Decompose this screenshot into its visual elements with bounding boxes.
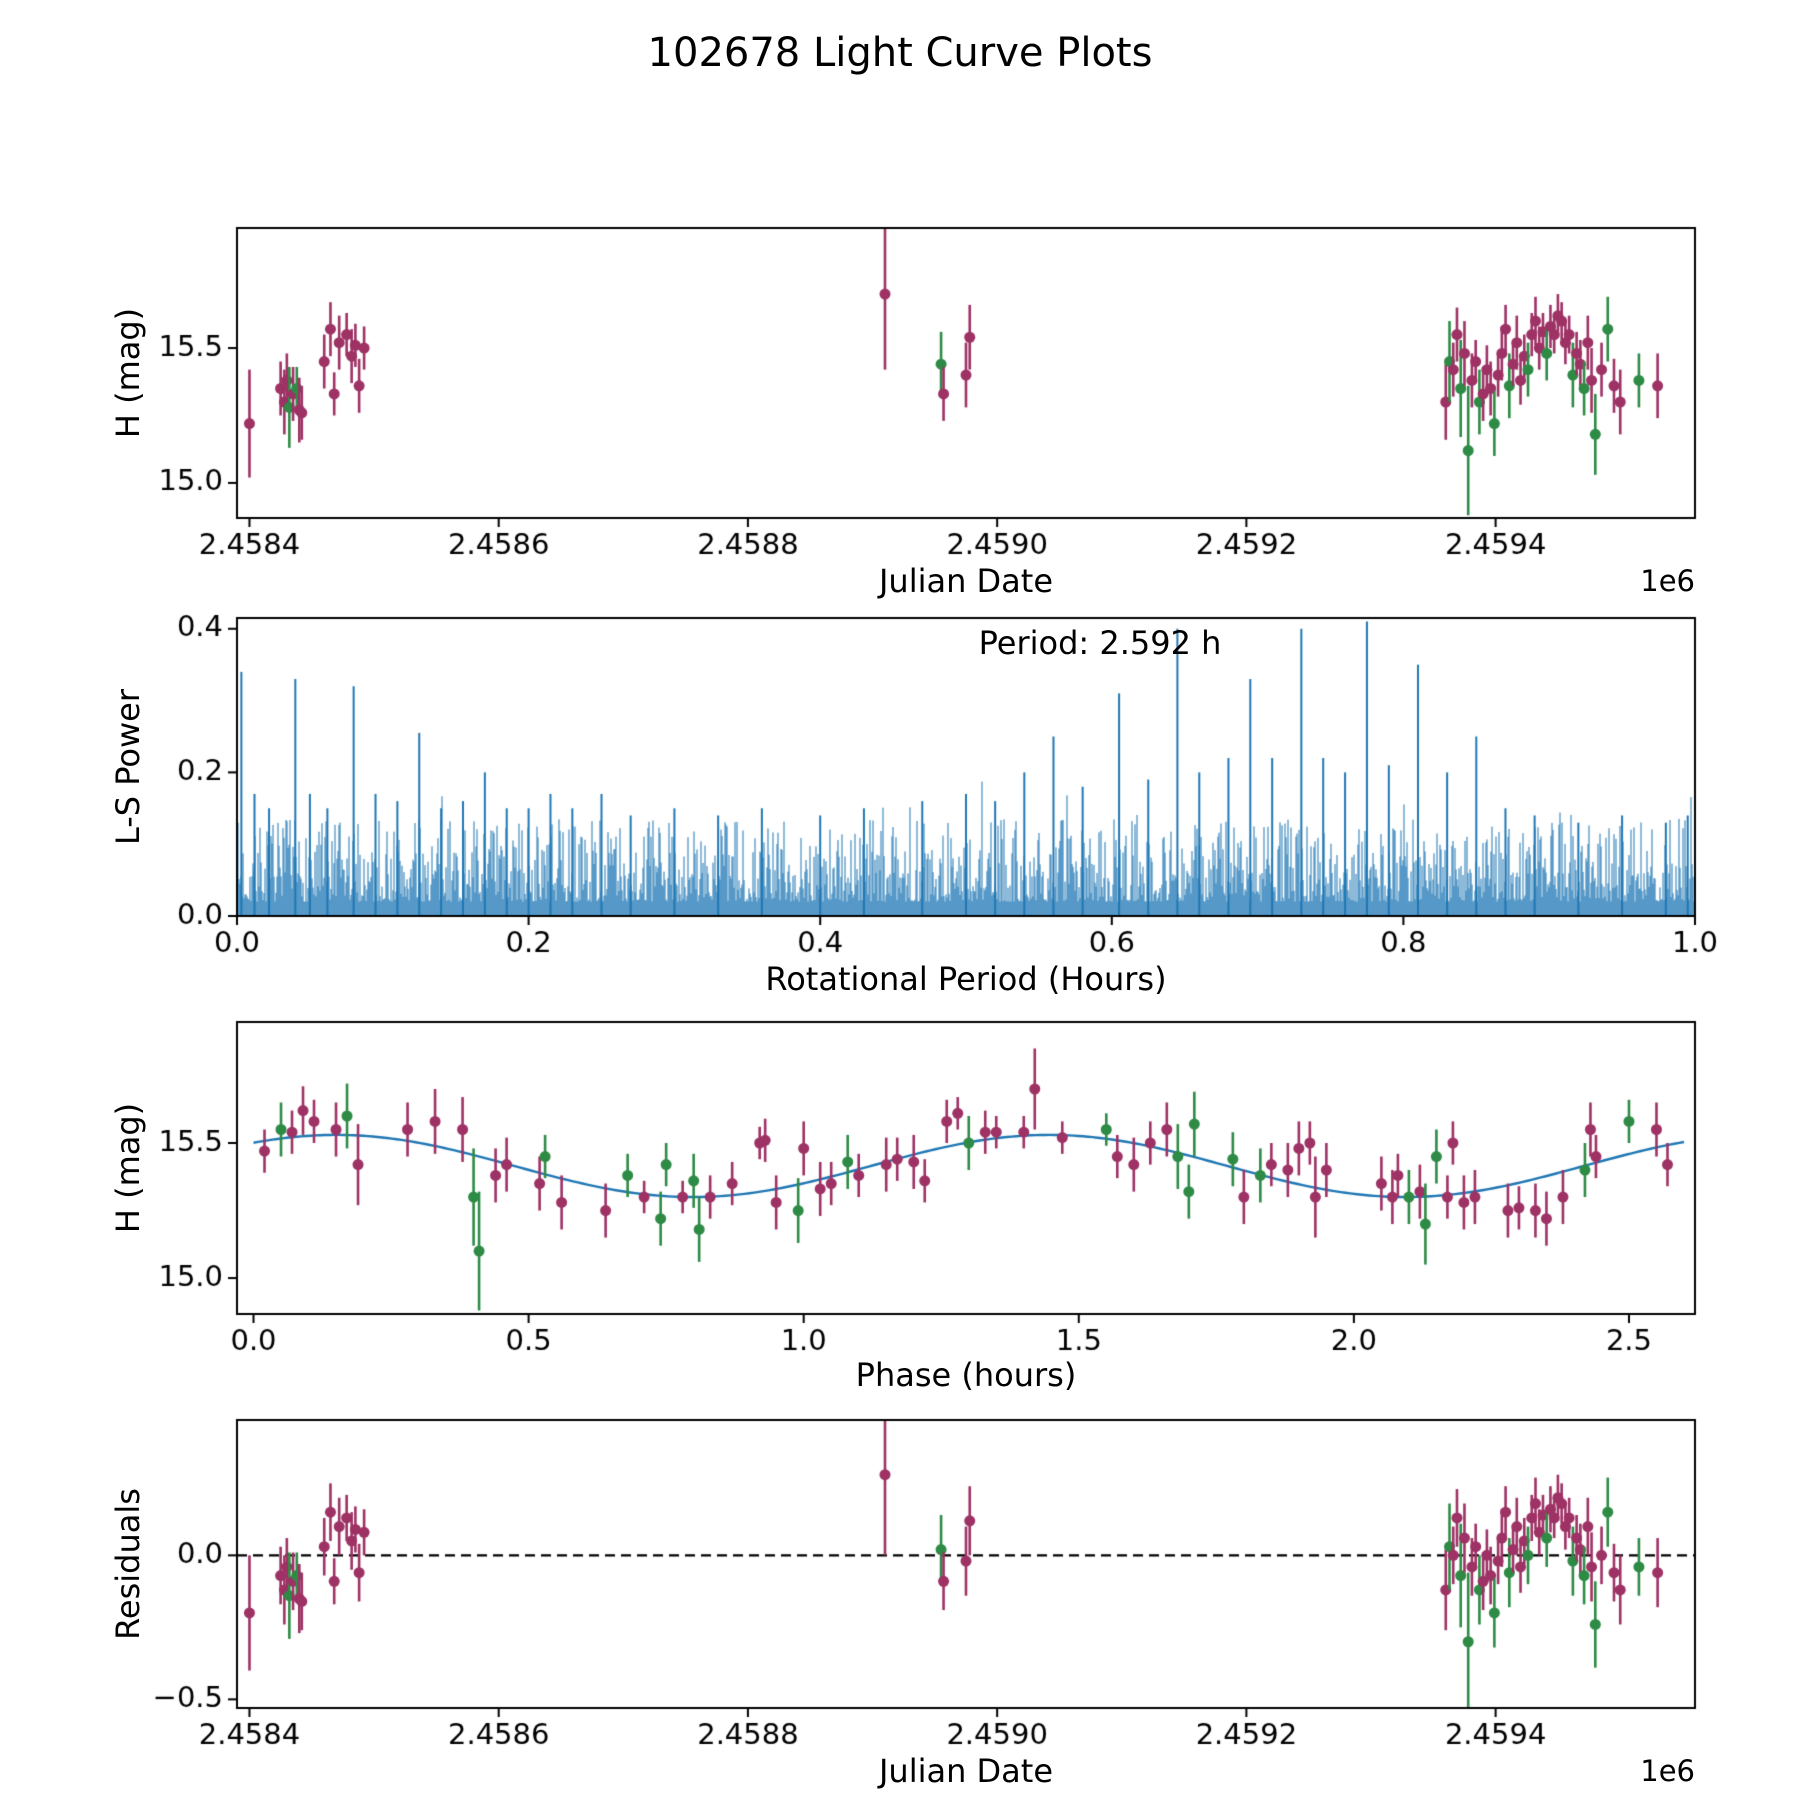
figure-title: 102678 Light Curve Plots (647, 30, 1153, 76)
panel4-xlabel: Julian Date (878, 1752, 1054, 1790)
panel2-xlabel: Rotational Period (Hours) (765, 960, 1167, 998)
panel4-ylabel: Residuals (109, 1488, 147, 1640)
panel3-ylabel: H (mag) (109, 1102, 147, 1234)
panel1-xlabel: Julian Date (878, 562, 1054, 600)
panel1-x-offset: 1e6 (1640, 564, 1695, 598)
panel3-xlabel: Phase (hours) (855, 1356, 1077, 1394)
panel4-x-offset: 1e6 (1640, 1754, 1695, 1788)
panel2-ylabel: L-S Power (109, 688, 147, 846)
panel1-ylabel: H (mag) (109, 307, 147, 439)
period-annotation: Period: 2.592 h (978, 624, 1222, 662)
